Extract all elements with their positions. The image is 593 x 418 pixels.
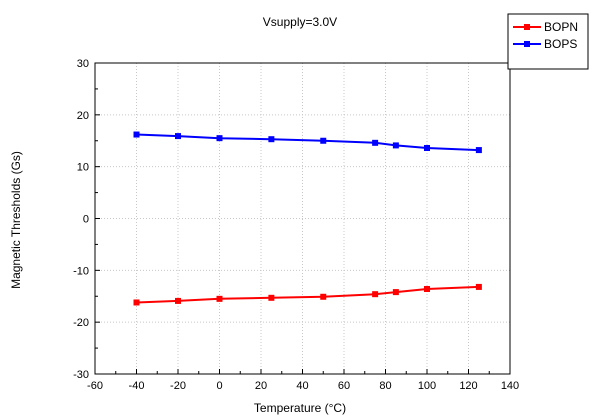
x-tick-label: 20: [255, 380, 267, 392]
x-axis-label: Temperature (°C): [254, 401, 346, 415]
y-axis-label: Magnetic Thresholds (Gs): [9, 151, 23, 289]
data-point-bopn: [392, 289, 399, 296]
data-point-bops: [424, 145, 430, 152]
data-point-bopn: [372, 291, 379, 298]
series-layer: [133, 131, 482, 306]
data-point-bopn: [320, 293, 327, 300]
data-point-bopn: [475, 283, 482, 290]
data-point-bops: [175, 133, 181, 140]
data-point-bops: [268, 136, 275, 143]
y-tick-label: 0: [83, 214, 89, 226]
x-tick-label: -20: [170, 380, 186, 392]
x-tick-label: -60: [87, 380, 103, 392]
x-tick-label: 0: [216, 380, 222, 392]
data-point-bopn: [268, 294, 275, 301]
data-point-bops: [392, 142, 399, 149]
data-point-bops: [372, 139, 379, 146]
x-tick-label: -40: [129, 380, 145, 392]
grid: [95, 63, 510, 374]
x-tick-label: 140: [501, 380, 519, 392]
y-tick-label: -20: [73, 317, 89, 329]
legend-marker-bops: [524, 41, 530, 47]
y-tick-label: -30: [73, 369, 89, 381]
legend-label-bops: BOPS: [544, 37, 577, 51]
legend-marker-bopn: [524, 24, 530, 30]
x-tick-label: 100: [418, 380, 436, 392]
legend-label-bopn: BOPN: [544, 20, 578, 34]
y-tick-label: 10: [77, 162, 89, 174]
data-point-bopn: [133, 299, 140, 306]
data-point-bopn: [216, 295, 223, 302]
y-tick-label: 30: [77, 58, 89, 70]
series-bopn: [133, 283, 482, 306]
x-tick-label: 120: [459, 380, 477, 392]
x-tick-label: 40: [296, 380, 308, 392]
y-tick-label: -10: [73, 265, 89, 277]
x-tick-label: 80: [379, 380, 391, 392]
legend-box: [507, 13, 589, 70]
axes: -60 -40 -20 0 20 40 60 80 100 120 140 -30 -20 -10 0 10 2…: [73, 58, 519, 392]
data-point-bops: [216, 135, 223, 142]
data-point-bops: [320, 137, 327, 144]
series-bops: [133, 131, 482, 154]
legend: BOPN BOPS: [507, 13, 589, 70]
data-point-bopn: [424, 285, 430, 292]
y-tick-label: 20: [77, 110, 89, 122]
x-tick-label: 60: [338, 380, 350, 392]
data-point-bopn: [175, 297, 181, 304]
legend-item-bops: BOPS: [513, 37, 577, 51]
data-point-bops: [475, 147, 482, 154]
legend-item-bopn: BOPN: [513, 20, 578, 34]
chart-title: Vsupply=3.0V: [263, 15, 337, 29]
data-point-bops: [133, 131, 140, 138]
